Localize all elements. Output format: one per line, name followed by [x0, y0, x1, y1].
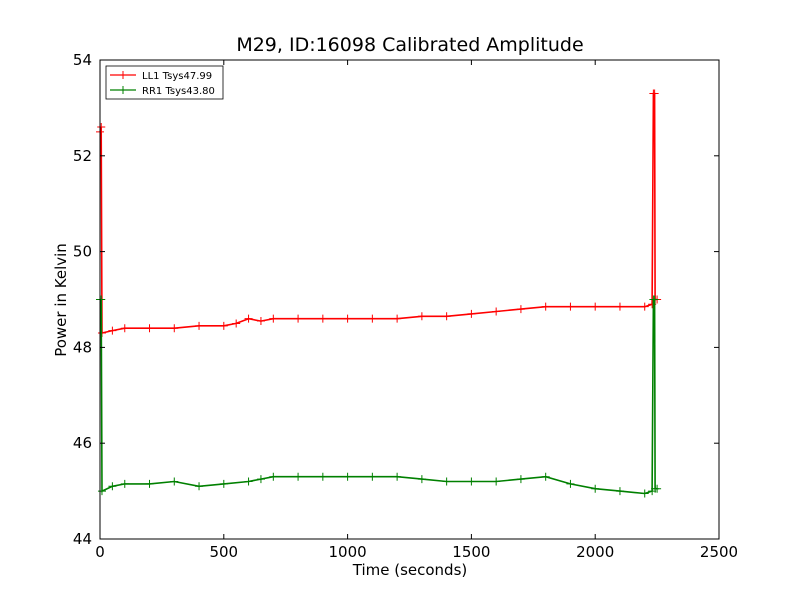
y-tick-label: 52	[73, 147, 92, 165]
series-0-point-7	[195, 321, 204, 330]
series-0-point-30	[650, 89, 659, 98]
series-0-point-20	[467, 309, 476, 318]
series-1-point-8	[219, 479, 228, 488]
legend-entry-1: RR1 Tsys43.80	[142, 86, 215, 97]
series-1-point-18	[442, 477, 451, 486]
series-1-point-14	[343, 472, 352, 481]
series-1-point-7	[195, 482, 204, 491]
series-0-point-26	[615, 302, 624, 311]
y-tick-label: 46	[73, 434, 92, 452]
x-tick-label: 2500	[700, 543, 738, 561]
series-line-1	[100, 298, 658, 495]
series-1-point-26	[640, 489, 649, 498]
y-tick-label: 54	[73, 51, 92, 69]
series-0-point-19	[442, 312, 451, 321]
x-tick-label: 1500	[452, 543, 490, 561]
series-0-point-9	[232, 319, 241, 328]
series-1-point-31	[653, 484, 662, 493]
series-1-point-4	[120, 479, 129, 488]
x-axis-label: Time (seconds)	[352, 561, 468, 579]
series-0-point-21	[492, 307, 501, 316]
series-0-point-25	[591, 302, 600, 311]
series-1-point-1	[97, 295, 106, 304]
series-0-point-4	[120, 324, 129, 333]
series-1-point-5	[145, 479, 154, 488]
axes-frame	[99, 59, 720, 540]
x-tick-label: 0	[95, 543, 105, 561]
series-0-point-18	[417, 312, 426, 321]
series-0-point-3	[108, 326, 117, 335]
y-tick-label: 44	[73, 530, 92, 548]
series-1-point-17	[417, 475, 426, 484]
series-1-point-9	[244, 477, 253, 486]
series-1-point-21	[516, 475, 525, 484]
series-0-point-14	[318, 314, 327, 323]
series-0-point-6	[170, 324, 179, 333]
series-0-point-10	[244, 314, 253, 323]
legend-box	[105, 65, 224, 100]
series-1-point-25	[615, 487, 624, 496]
series-0-point-24	[566, 302, 575, 311]
series-0-point-12	[269, 314, 278, 323]
series-0-point-27	[640, 302, 649, 311]
series-0-point-1	[97, 123, 106, 132]
x-tick-label: 2000	[576, 543, 614, 561]
y-tick-label: 48	[73, 338, 92, 356]
series-1-point-10	[256, 475, 265, 484]
series-1-point-16	[393, 472, 402, 481]
series-1-point-24	[591, 484, 600, 493]
series-1-point-15	[368, 472, 377, 481]
legend-entry-0: LL1 Tsys47.99	[142, 71, 212, 82]
series-0-point-23	[541, 302, 550, 311]
legend-marker-0	[119, 71, 127, 79]
series-line-0	[100, 92, 658, 335]
series-0-point-17	[393, 314, 402, 323]
series-1-point-12	[294, 472, 303, 481]
series-1-point-3	[108, 482, 117, 491]
series-1-point-6	[170, 477, 179, 486]
series-0-point-13	[294, 314, 303, 323]
chart-title: M29, ID:16098 Calibrated Amplitude	[236, 34, 584, 56]
series-0-point-16	[368, 314, 377, 323]
series-1-point-11	[269, 472, 278, 481]
series-0-point-5	[145, 324, 154, 333]
series-0-point-8	[219, 321, 228, 330]
series-1-point-13	[318, 472, 327, 481]
series-1-point-22	[541, 472, 550, 481]
series-1-point-2	[97, 487, 106, 496]
series-0-point-22	[516, 305, 525, 314]
legend-marker-1	[119, 86, 127, 94]
series-1-point-20	[492, 477, 501, 486]
x-tick-label: 500	[209, 543, 238, 561]
series-1-point-29	[650, 295, 659, 304]
series-0-point-15	[343, 314, 352, 323]
series-1-point-19	[467, 477, 476, 486]
x-tick-label: 1000	[329, 543, 367, 561]
series-0-point-11	[256, 317, 265, 326]
series-1-point-23	[566, 479, 575, 488]
y-tick-label: 50	[73, 243, 92, 261]
